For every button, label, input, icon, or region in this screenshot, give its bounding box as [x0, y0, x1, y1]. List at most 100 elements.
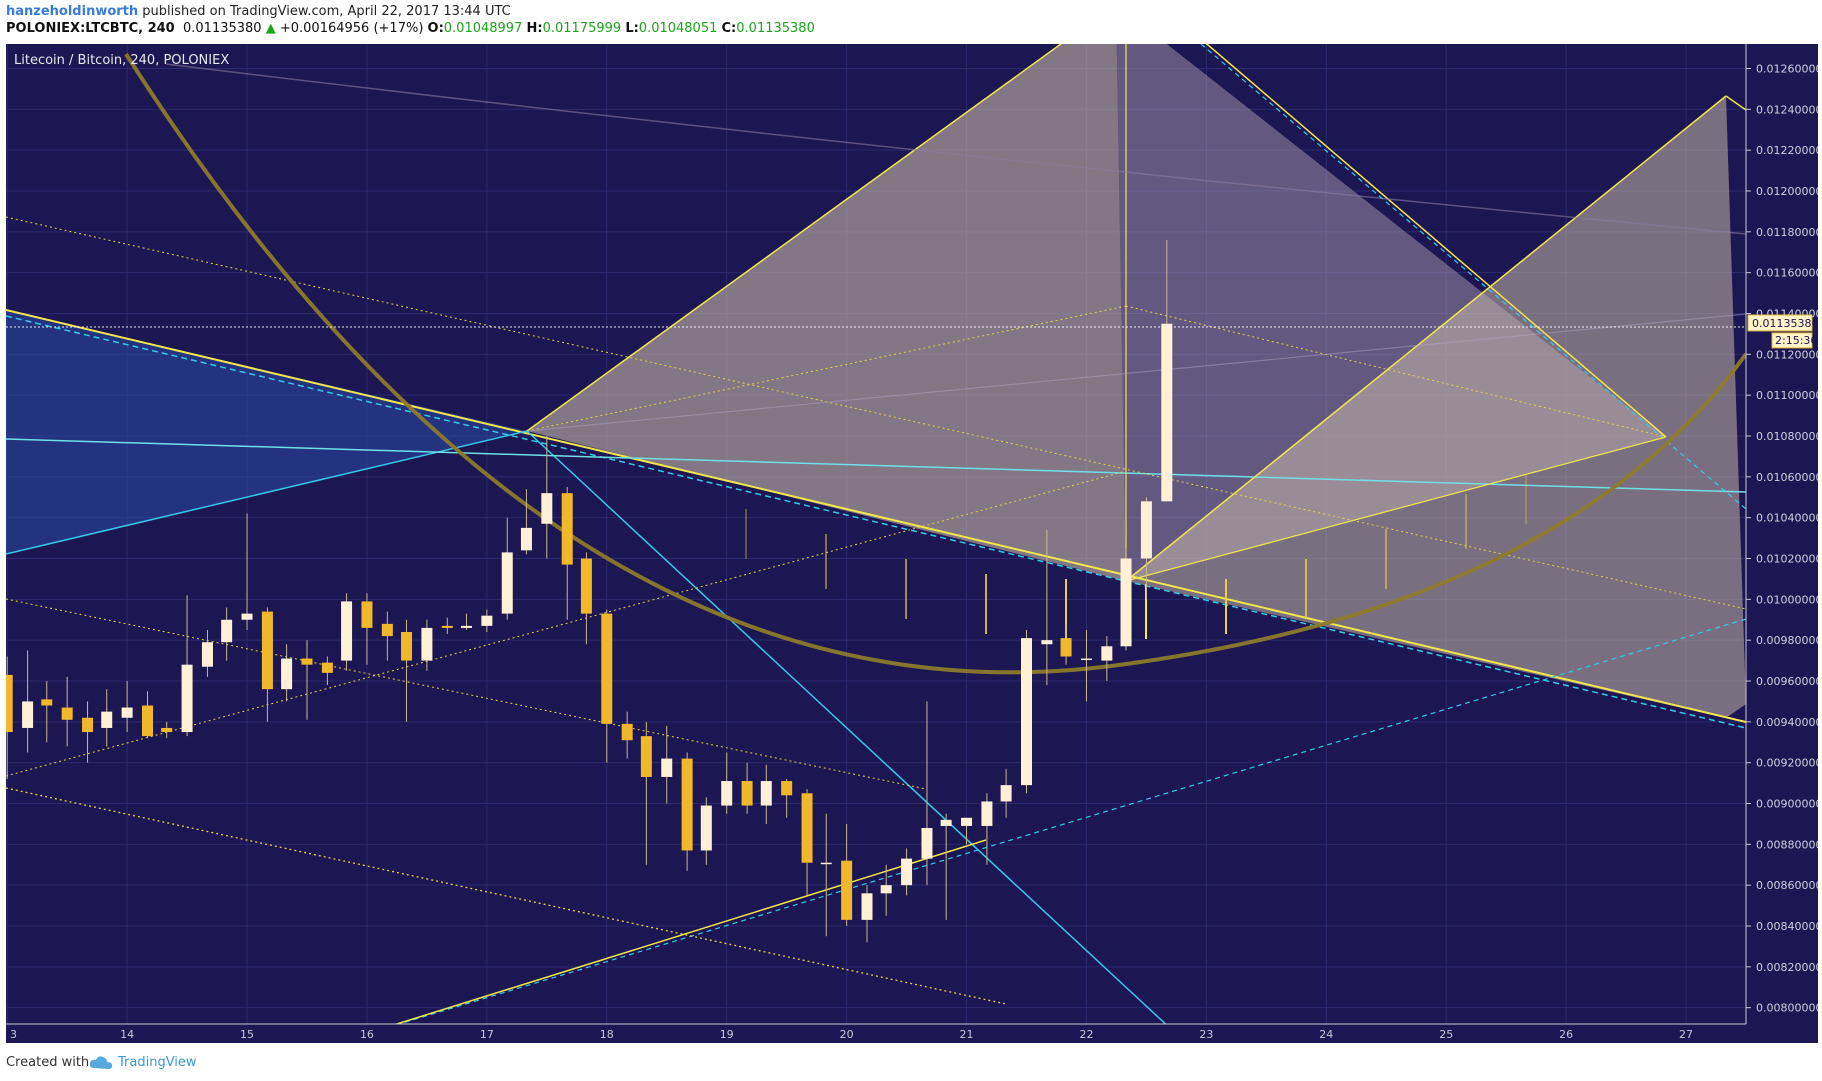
candle-body: [281, 658, 293, 690]
candle-body: [241, 613, 253, 620]
candle-body: [101, 711, 113, 728]
candle-body: [661, 758, 673, 777]
author-link[interactable]: hanzeholdinworth: [6, 4, 139, 19]
x-tick-label: 23: [1199, 1028, 1213, 1041]
yellow-dotted-line: [526, 305, 1127, 432]
candle-body: [861, 893, 873, 920]
price-chart[interactable]: 3 14 15 16 17 18 19 20 21 22 23 24 25 26 27 0.00800000 0…: [6, 44, 1818, 1043]
y-tick-label: 0.01160000: [1756, 267, 1818, 280]
yellow-line: [1125, 436, 1667, 582]
x-tick-label: 18: [600, 1028, 614, 1041]
candle-body: [940, 819, 952, 826]
y-tick-label: 0.01020000: [1756, 553, 1818, 566]
y-tick-label: 0.00940000: [1756, 716, 1818, 729]
trend-line-dashed: [6, 315, 1746, 729]
y-tick-label: 0.01180000: [1756, 226, 1818, 239]
last-price-badge: [1747, 314, 1813, 332]
candle-body: [1041, 640, 1053, 645]
candle-body: [22, 701, 34, 728]
candle-body: [1000, 785, 1012, 802]
cyan-line: [6, 438, 1746, 493]
candle-body: [841, 860, 853, 920]
candle-body: [201, 642, 213, 667]
candle-body: [481, 615, 493, 626]
x-tick-label: 17: [480, 1028, 494, 1041]
candle-body: [6, 674, 13, 733]
lower-right-triangle: [1126, 96, 1746, 718]
high-value: 0.01175999: [542, 21, 622, 36]
candle-body: [1060, 638, 1072, 657]
candle-body: [1140, 501, 1152, 559]
cyan-line-dashed: [397, 618, 1746, 1024]
candle-body: [301, 658, 313, 665]
last-price: 0.01135380: [183, 21, 262, 36]
candle-body: [501, 552, 513, 614]
x-tick-label: 22: [1079, 1028, 1093, 1041]
y-tick-label: 0.01060000: [1756, 471, 1818, 484]
upper-triangle-left: [527, 44, 1126, 581]
y-tick-label: 0.01120000: [1756, 348, 1818, 361]
blue-wedge: [6, 310, 527, 554]
tradingview-link[interactable]: TradingView: [118, 1055, 197, 1070]
yellow-line: [1125, 95, 1727, 582]
candle-body: [981, 801, 993, 826]
candle-body: [721, 781, 733, 806]
candles: [6, 240, 1173, 943]
y-tick-label: 0.01260000: [1756, 63, 1818, 76]
candle-body: [401, 632, 413, 661]
x-tick-label: 26: [1559, 1028, 1573, 1041]
candle-body: [580, 558, 592, 614]
candle-body: [161, 727, 173, 733]
axes[interactable]: 3 14 15 16 17 18 19 20 21 22 23 24 25 26 27 0.00800000 0…: [6, 44, 1818, 1041]
cyan-line-dashed: [1200, 44, 1746, 510]
y-tick-label: 0.00840000: [1756, 920, 1818, 933]
close-value: 0.01135380: [736, 21, 815, 36]
y-tick-label: 0.00820000: [1756, 961, 1818, 974]
candle-body: [1020, 638, 1032, 786]
close-label: C:: [721, 21, 737, 36]
candle-body: [381, 623, 393, 637]
open-value: 0.01048997: [443, 21, 523, 36]
candle-body: [41, 699, 53, 706]
chart-area[interactable]: 3 14 15 16 17 18 19 20 21 22 23 24 25 26 27 0.00800000 0…: [6, 44, 1818, 1043]
candle-body: [820, 862, 832, 865]
drawing-tools[interactable]: [6, 44, 1746, 1043]
candle-body: [1161, 323, 1173, 502]
y-tick-label: 0.00800000: [1756, 1002, 1818, 1015]
x-tick-label: 3: [10, 1028, 17, 1041]
candle-body: [221, 619, 233, 643]
candle-body: [700, 805, 712, 851]
y-tick-label: 0.00960000: [1756, 675, 1818, 688]
candle-body: [681, 758, 693, 851]
candle-body: [341, 601, 353, 661]
candle-body: [261, 611, 273, 690]
candle-body: [621, 723, 633, 741]
y-tick-label: 0.01200000: [1756, 185, 1818, 198]
x-tick-label: 25: [1439, 1028, 1453, 1041]
y-tick-label: 0.00920000: [1756, 757, 1818, 770]
y-tick-label: 0.00880000: [1756, 838, 1818, 851]
candle-body: [361, 601, 373, 628]
low-label: L:: [625, 21, 639, 36]
candle-body: [1120, 558, 1132, 647]
countdown-label: 2:15:36: [1775, 334, 1817, 347]
candle-body: [901, 858, 913, 886]
candle-body: [61, 707, 73, 720]
yellow-dotted-line: [6, 470, 1127, 777]
last-price-label: 0.01135380: [1752, 317, 1818, 330]
x-tick-label: 21: [960, 1028, 974, 1041]
candle-body: [181, 664, 193, 733]
candle-body: [1080, 658, 1092, 661]
y-tick-label: 0.01240000: [1756, 103, 1818, 116]
chart-header: hanzeholdinworth published on TradingVie…: [0, 0, 1822, 44]
x-tick-label: 27: [1679, 1028, 1693, 1041]
countdown-badge: [1771, 332, 1813, 349]
y-tick-label: 0.00860000: [1756, 879, 1818, 892]
x-tick-label: 19: [720, 1028, 734, 1041]
y-tick-label: 0.01000000: [1756, 593, 1818, 606]
grey-curve: [165, 63, 1746, 235]
x-tick-label: 15: [240, 1028, 254, 1041]
candle-body: [421, 627, 433, 661]
yellow-dotted-line: [6, 598, 927, 790]
x-tick-label: 20: [840, 1028, 854, 1041]
